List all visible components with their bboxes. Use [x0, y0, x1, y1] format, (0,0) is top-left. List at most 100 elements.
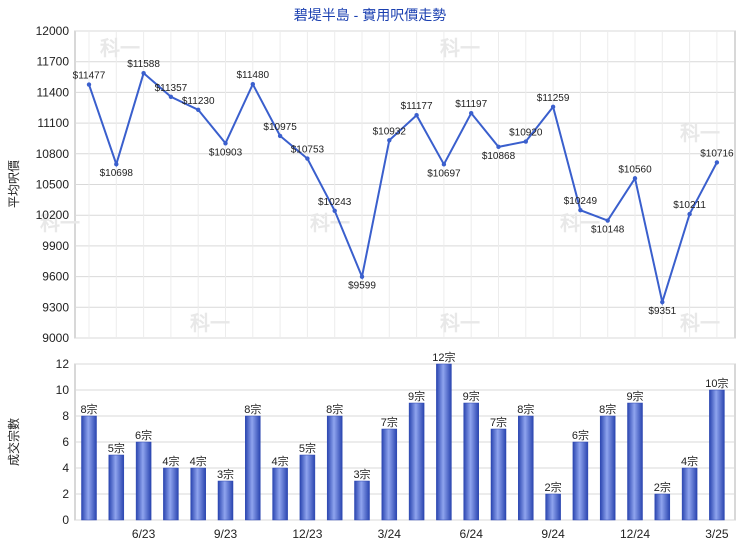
price-point: [578, 207, 583, 213]
price-data-label: $10920: [509, 128, 543, 139]
price-point: [469, 110, 474, 116]
price-data-label: $11259: [537, 93, 570, 104]
price-point: [496, 144, 501, 150]
price-y-tick-label: 10200: [36, 208, 70, 222]
volume-bar: [545, 493, 561, 521]
price-point: [223, 141, 228, 146]
volume-y-tick-label: 10: [56, 383, 70, 397]
price-y-axis-ticks: 9000 9300 9600 9900 10200 10500 10800 11100 1140…: [36, 24, 70, 345]
volume-bar: [518, 415, 534, 521]
volume-bar: [681, 467, 698, 521]
price-gridlines: [75, 30, 735, 339]
price-y-tick-label: 9900: [42, 239, 69, 253]
volume-bar: [436, 363, 452, 521]
volume-y-tick-label: 6: [62, 435, 69, 449]
watermark-text: 科一: [440, 311, 480, 335]
volume-data-label: 9宗: [408, 389, 425, 403]
price-data-label: $10716: [700, 148, 734, 159]
volume-data-label: 2宗: [654, 480, 671, 494]
price-point: [523, 139, 528, 144]
volume-y-tick-label: 8: [62, 409, 69, 423]
price-data-label: $10753: [291, 145, 325, 156]
price-data-label: $10975: [263, 122, 297, 133]
volume-x-tick-label: 12/23: [292, 527, 322, 541]
watermark-text: 科一: [100, 36, 140, 60]
price-series-line: [88, 71, 718, 306]
price-point: [86, 82, 92, 87]
volume-data-label: 4宗: [162, 454, 179, 468]
price-data-label: $10903: [209, 147, 243, 158]
volume-y-tick-label: 2: [62, 487, 69, 501]
volume-data-label: 12宗: [432, 350, 455, 364]
price-data-label: $10868: [482, 151, 516, 162]
volume-x-axis-ticks: 6/23 9/23 12/23 3/24 6/24 9/24 12/24 3/25: [132, 527, 729, 541]
price-data-label: $9351: [648, 306, 676, 317]
price-point: [305, 156, 310, 161]
price-point: [114, 162, 119, 167]
volume-bar: [272, 467, 288, 521]
volume-gridlines: [75, 363, 735, 521]
price-y-tick-label: 11400: [37, 85, 70, 99]
volume-bar: [572, 441, 589, 521]
price-point: [332, 208, 337, 213]
volume-bar: [490, 428, 507, 521]
price-data-label: $10211: [673, 200, 706, 211]
volume-data-label: 5宗: [108, 441, 125, 455]
price-points: [86, 70, 720, 305]
price-point: [196, 107, 201, 112]
price-data-label: $11357: [155, 83, 188, 94]
volume-x-tick-label: 6/23: [132, 527, 156, 541]
volume-data-label: 2宗: [545, 480, 562, 494]
volume-x-tick-label: 6/24: [460, 527, 484, 541]
volume-y-axis-label: 成交宗數: [6, 418, 21, 466]
volume-bar: [326, 415, 343, 521]
price-point: [660, 299, 665, 305]
volume-data-label: 4宗: [681, 454, 698, 468]
price-point: [632, 176, 638, 181]
volume-bar: [299, 454, 316, 521]
volume-data-label: 7宗: [381, 415, 398, 429]
price-y-tick-label: 9300: [42, 300, 69, 314]
price-data-label: $11477: [73, 71, 106, 82]
volume-data-label: 9宗: [463, 389, 480, 403]
price-y-axis-label: 平均呎價: [7, 160, 21, 208]
volume-x-tick-label: 9/23: [214, 527, 238, 541]
price-data-label: $10697: [427, 168, 461, 179]
volume-data-label: 6宗: [572, 428, 589, 442]
volume-data-label: 9宗: [626, 389, 643, 403]
volume-bar: [245, 415, 261, 521]
volume-data-label: 8宗: [517, 402, 534, 416]
price-y-tick-label: 10800: [36, 147, 70, 161]
volume-y-tick-label: 4: [62, 461, 69, 475]
volume-bar: [217, 480, 234, 521]
price-data-label: $9599: [348, 281, 376, 292]
volume-x-tick-label: 3/24: [378, 527, 402, 541]
price-point: [277, 133, 283, 139]
watermark-text: 科一: [680, 121, 720, 145]
price-data-label: $11480: [236, 70, 269, 81]
price-point: [141, 70, 146, 76]
volume-bar: [108, 454, 125, 521]
price-point: [714, 160, 720, 165]
price-point: [605, 218, 610, 223]
volume-bar: [463, 402, 479, 521]
volume-y-axis-ticks: 0 2 4 6 8 10 12: [56, 357, 70, 527]
watermark-text: 科一: [440, 36, 480, 60]
price-point: [414, 113, 419, 118]
volume-data-label: 8宗: [244, 402, 261, 416]
volume-y-tick-label: 12: [56, 357, 70, 371]
volume-bar: [654, 493, 671, 521]
volume-data-label: 8宗: [326, 402, 343, 416]
volume-data-label: 3宗: [353, 467, 370, 481]
volume-bars: [81, 363, 725, 521]
volume-data-label: 6宗: [135, 428, 152, 442]
price-data-label: $10560: [618, 164, 652, 175]
watermark-text: 科一: [40, 211, 80, 235]
price-y-tick-label: 9000: [42, 331, 69, 345]
volume-data-label: 4宗: [272, 454, 289, 468]
volume-y-tick-label: 0: [62, 513, 69, 527]
volume-data-label: 10宗: [705, 376, 728, 390]
volume-bar: [408, 402, 425, 521]
volume-data-label: 7宗: [490, 415, 507, 429]
